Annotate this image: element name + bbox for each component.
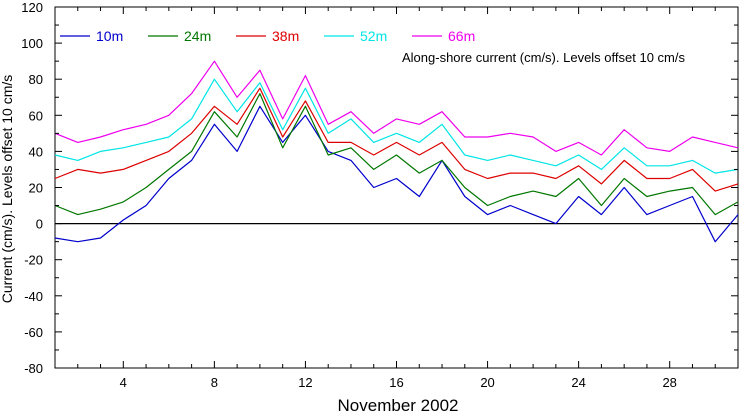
y-tick-label: 0 — [36, 217, 43, 232]
legend-label-52m: 52m — [360, 28, 387, 44]
x-axis-label: November 2002 — [338, 396, 459, 414]
y-tick-label: -60 — [24, 325, 43, 340]
series-line-38m — [54, 87, 739, 192]
x-tick-label: 4 — [120, 375, 127, 390]
y-tick-label: -40 — [24, 289, 43, 304]
x-tick-label: 8 — [211, 375, 218, 390]
y-tick-label: -20 — [24, 253, 43, 268]
x-tick-label: 16 — [389, 375, 403, 390]
legend-label-38m: 38m — [272, 28, 299, 44]
y-tick-label: -80 — [24, 361, 43, 376]
x-tick-label: 20 — [480, 375, 494, 390]
y-tick-label: 80 — [29, 72, 43, 87]
series-line-10m — [54, 105, 739, 243]
x-axis-ticks: 4 8 12 16 20 24 28 — [54, 7, 739, 390]
series-layer — [54, 60, 739, 243]
y-tick-label: 60 — [29, 108, 43, 123]
y-tick-label: 100 — [21, 36, 43, 51]
y-axis-ticks: -80 -60 -40 -20 0 20 40 60 80 100 120 — [21, 0, 738, 376]
series-line-24m — [54, 92, 739, 216]
y-tick-label: 120 — [21, 0, 43, 15]
legend-label-66m: 66m — [448, 28, 475, 44]
legend: 10m 24m 38m 52m 66m — [60, 28, 475, 44]
y-axis-label: Current (cm/s). Levels offset 10 cm/s — [0, 75, 15, 303]
legend-label-10m: 10m — [96, 28, 123, 44]
y-tick-label: 20 — [29, 181, 43, 196]
x-tick-label: 28 — [662, 375, 676, 390]
x-tick-label: 12 — [298, 375, 312, 390]
y-tick-label: 40 — [29, 144, 43, 159]
series-line-52m — [54, 78, 739, 174]
chart-annotation: Along-shore current (cm/s). Levels offse… — [402, 50, 685, 65]
series-line-66m — [54, 60, 739, 156]
x-tick-label: 24 — [571, 375, 585, 390]
legend-label-24m: 24m — [184, 28, 211, 44]
